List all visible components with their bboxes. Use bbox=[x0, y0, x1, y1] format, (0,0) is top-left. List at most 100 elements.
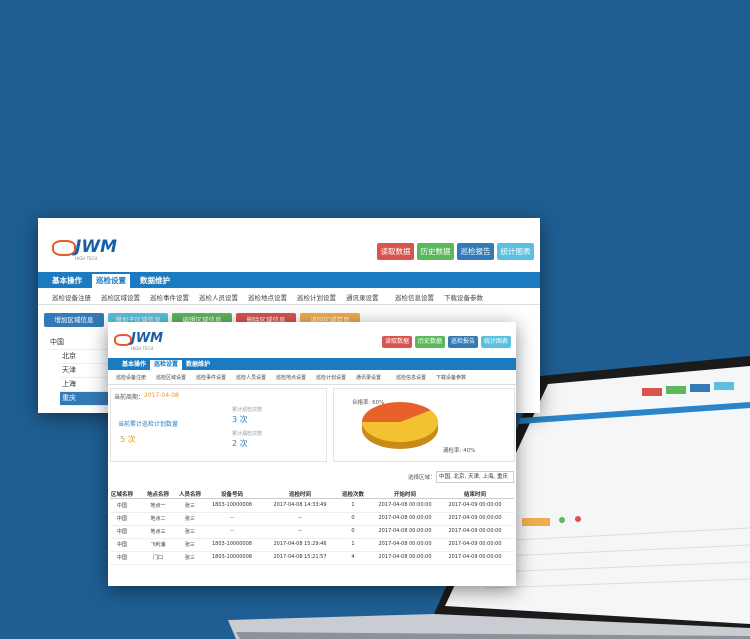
table-cell: 2017-04-08 00:00:00 bbox=[378, 554, 432, 560]
toolbar-button[interactable]: 历史数据 bbox=[415, 336, 445, 348]
table-cell: -- bbox=[230, 515, 234, 521]
table-cell: 飞利浦 bbox=[150, 542, 166, 548]
table-cell: 2017-04-08 15:29:46 bbox=[273, 541, 327, 547]
laptop-button bbox=[522, 518, 550, 526]
table-cell: -- bbox=[298, 528, 302, 534]
table-cell: 2017-04-09 00:00:00 bbox=[448, 554, 502, 560]
toolbar-button[interactable]: 读取数据 bbox=[382, 336, 412, 348]
subnav-item[interactable]: 巡检信息设置 bbox=[396, 375, 427, 381]
laptop-nav bbox=[519, 402, 750, 424]
table-cell: 1803-10000008 bbox=[212, 554, 252, 560]
subnav-item[interactable]: 巡检地点设置 bbox=[276, 375, 307, 381]
summary-panel bbox=[110, 388, 327, 462]
subnav-item[interactable]: 巡检人员设置 bbox=[199, 294, 238, 302]
table-cell: 张三 bbox=[184, 555, 195, 561]
subnav-item[interactable]: 通讯录设置 bbox=[356, 375, 382, 381]
tree-item[interactable]: 中国 bbox=[48, 336, 108, 350]
nav-tab[interactable]: 数据维护 bbox=[186, 361, 211, 368]
checked-label: 累计巡检次数 bbox=[232, 407, 263, 413]
subnav-item[interactable]: 巡检计划设置 bbox=[316, 375, 347, 381]
table-cell: 张三 bbox=[184, 529, 195, 535]
laptop-base bbox=[228, 614, 750, 639]
laptop-dot bbox=[559, 517, 565, 523]
pie-slice bbox=[362, 402, 431, 422]
tree-item[interactable]: 北京 bbox=[60, 350, 108, 364]
table-cell: -- bbox=[298, 515, 302, 521]
toolbar-button[interactable]: 统计图表 bbox=[481, 336, 511, 348]
table-header: 巡检次数 bbox=[341, 492, 364, 498]
nav-bar bbox=[108, 358, 516, 370]
table-cell: 0 bbox=[351, 515, 355, 521]
plan-count: 5 次 bbox=[120, 435, 136, 444]
subnav-item[interactable]: 巡检事件设置 bbox=[196, 375, 227, 381]
pie-slice bbox=[362, 410, 438, 442]
subnav-item[interactable]: 巡检设备注册 bbox=[52, 294, 91, 302]
subnav-item[interactable]: 巡检人员设置 bbox=[236, 375, 267, 381]
plan-label: 当前累计巡检计划数量 bbox=[118, 421, 179, 428]
table-header: 人员名称 bbox=[178, 492, 201, 498]
table-cell: 2017-04-08 00:00:00 bbox=[378, 528, 432, 534]
subnav-item[interactable]: 巡检区域设置 bbox=[156, 375, 187, 381]
subnav-item[interactable]: 巡检信息设置 bbox=[395, 294, 434, 302]
nav-tab[interactable]: 基本操作 bbox=[52, 276, 82, 285]
toolbar-button[interactable]: 读取数据 bbox=[377, 243, 414, 260]
table-header: 巡检时间 bbox=[288, 492, 311, 498]
chart-panel bbox=[333, 388, 515, 462]
table-header-line bbox=[110, 498, 514, 499]
table-cell: 2017-04-08 00:00:00 bbox=[378, 515, 432, 521]
toolbar-button[interactable]: 巡检报告 bbox=[448, 336, 478, 348]
nav-tab[interactable]: 巡检设置 bbox=[150, 360, 183, 370]
divider bbox=[38, 303, 540, 305]
table-header: 区域名称 bbox=[110, 492, 133, 498]
laptop-dot bbox=[575, 516, 581, 522]
table-row-line bbox=[110, 551, 514, 552]
toolbar-button[interactable]: 巡检报告 bbox=[457, 243, 494, 260]
toolbar-button[interactable]: 统计图表 bbox=[497, 243, 534, 260]
nav-tab[interactable]: 数据维护 bbox=[140, 276, 170, 285]
table-cell: 中国 bbox=[116, 516, 127, 522]
divider bbox=[108, 384, 516, 385]
subnav-item[interactable]: 下载设备参数 bbox=[444, 294, 483, 302]
table-cell: 1 bbox=[351, 541, 355, 547]
table-cell: 1803-10000008 bbox=[212, 502, 252, 508]
missed-label: 累计漏检次数 bbox=[232, 431, 263, 437]
table-cell: 1 bbox=[351, 502, 355, 508]
subnav-item[interactable]: 巡检事件设置 bbox=[150, 294, 189, 302]
region-label: 选择区域： bbox=[408, 475, 436, 481]
subnav-item[interactable]: 下载设备参数 bbox=[436, 375, 467, 381]
pie-label: 合格率: 60% bbox=[352, 400, 385, 406]
nav-tab[interactable]: 基本操作 bbox=[122, 361, 147, 368]
logo: JWM bbox=[131, 331, 164, 346]
tree-item[interactable]: 重庆 bbox=[60, 392, 108, 406]
table-row-line bbox=[110, 525, 514, 526]
table-cell: 张三 bbox=[184, 542, 195, 548]
tree-item[interactable]: 上海 bbox=[60, 378, 108, 392]
table-cell: 2017-04-09 00:00:00 bbox=[448, 528, 502, 534]
subnav-item[interactable]: 巡检设备注册 bbox=[116, 375, 147, 381]
toolbar-button[interactable]: 历史数据 bbox=[417, 243, 454, 260]
laptop-rows bbox=[484, 527, 750, 589]
subnav-item[interactable]: 巡检地点设置 bbox=[248, 294, 287, 302]
table-cell: 中国 bbox=[116, 542, 127, 548]
table-cell: -- bbox=[230, 528, 234, 534]
table-cell: 地点三 bbox=[150, 529, 166, 535]
nav-tab[interactable]: 巡检设置 bbox=[92, 274, 130, 288]
subnav-item[interactable]: 巡检计划设置 bbox=[297, 294, 336, 302]
table-cell: 地点一 bbox=[150, 503, 166, 509]
table-cell: 张三 bbox=[184, 516, 195, 522]
nav-bar bbox=[38, 272, 540, 288]
subnav-item[interactable]: 巡检区域设置 bbox=[101, 294, 140, 302]
laptop-button bbox=[642, 388, 662, 396]
toolbar-button[interactable]: 增加区域信息 bbox=[44, 313, 104, 327]
table-row-line bbox=[110, 512, 514, 513]
table-row-line bbox=[110, 538, 514, 539]
table-cell: 中国 bbox=[116, 503, 127, 509]
table-cell: 2017-04-08 00:00:00 bbox=[378, 502, 432, 508]
logo-icon bbox=[114, 334, 132, 347]
subnav-item[interactable]: 通讯录设置 bbox=[346, 294, 379, 302]
table-header: 开始时间 bbox=[393, 492, 416, 498]
tree-item[interactable]: 天津 bbox=[60, 364, 108, 378]
logo-subtitle: HIGH TECH bbox=[131, 346, 154, 351]
region-select[interactable]: 中国, 北京, 天津, 上海, 重庆 bbox=[436, 471, 514, 483]
